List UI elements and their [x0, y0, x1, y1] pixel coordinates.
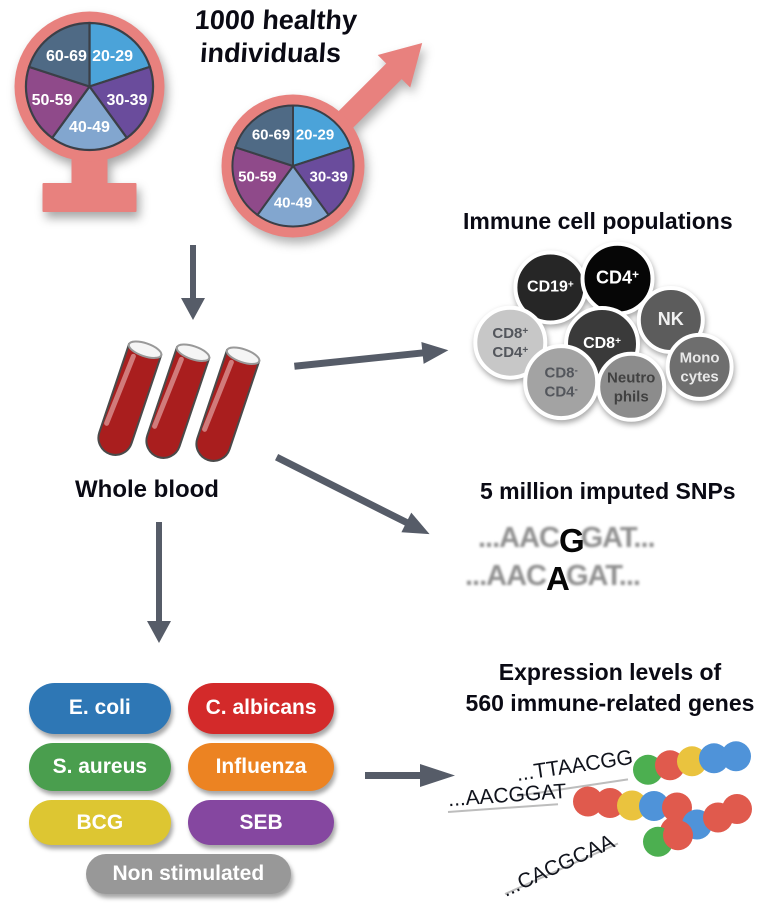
svg-text:40-49: 40-49 [274, 194, 312, 211]
svg-text:CD19+: CD19+ [527, 279, 574, 296]
svg-text:20-29: 20-29 [296, 127, 334, 144]
svg-text:CD8-: CD8- [545, 364, 578, 381]
svg-text:Mono: Mono [680, 349, 720, 366]
svg-text:50-59: 50-59 [238, 169, 276, 186]
svg-text:cytes: cytes [680, 368, 718, 385]
svg-text:NK: NK [658, 309, 684, 329]
svg-text:30-39: 30-39 [310, 169, 348, 186]
svg-text:CD4-: CD4- [545, 383, 578, 400]
svg-text:phils: phils [614, 388, 649, 405]
svg-text:...AACGGAT: ...AACGGAT [447, 780, 567, 811]
svg-text:60-69: 60-69 [252, 127, 290, 144]
svg-text:...CACGCAA: ...CACGCAA [498, 830, 618, 902]
svg-text:Neutro: Neutro [607, 369, 655, 386]
